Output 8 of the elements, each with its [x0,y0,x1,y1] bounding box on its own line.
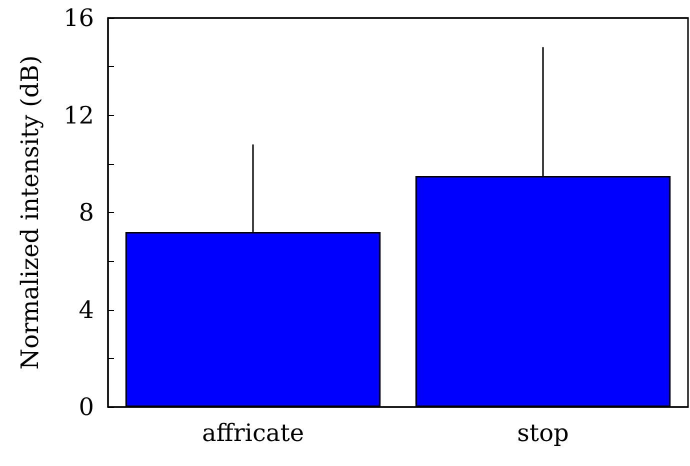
y-axis-title: Normalized intensity (dB) [16,55,44,370]
x-tick-label: stop [517,419,569,447]
y-tick-label: 12 [63,101,94,130]
y-tick-label: 16 [63,4,94,32]
x-tick-label: affricate [202,419,304,447]
y-tick-label: 8 [78,198,94,226]
y-tick-label: 4 [78,296,94,324]
y-tick-label: 0 [78,393,94,421]
